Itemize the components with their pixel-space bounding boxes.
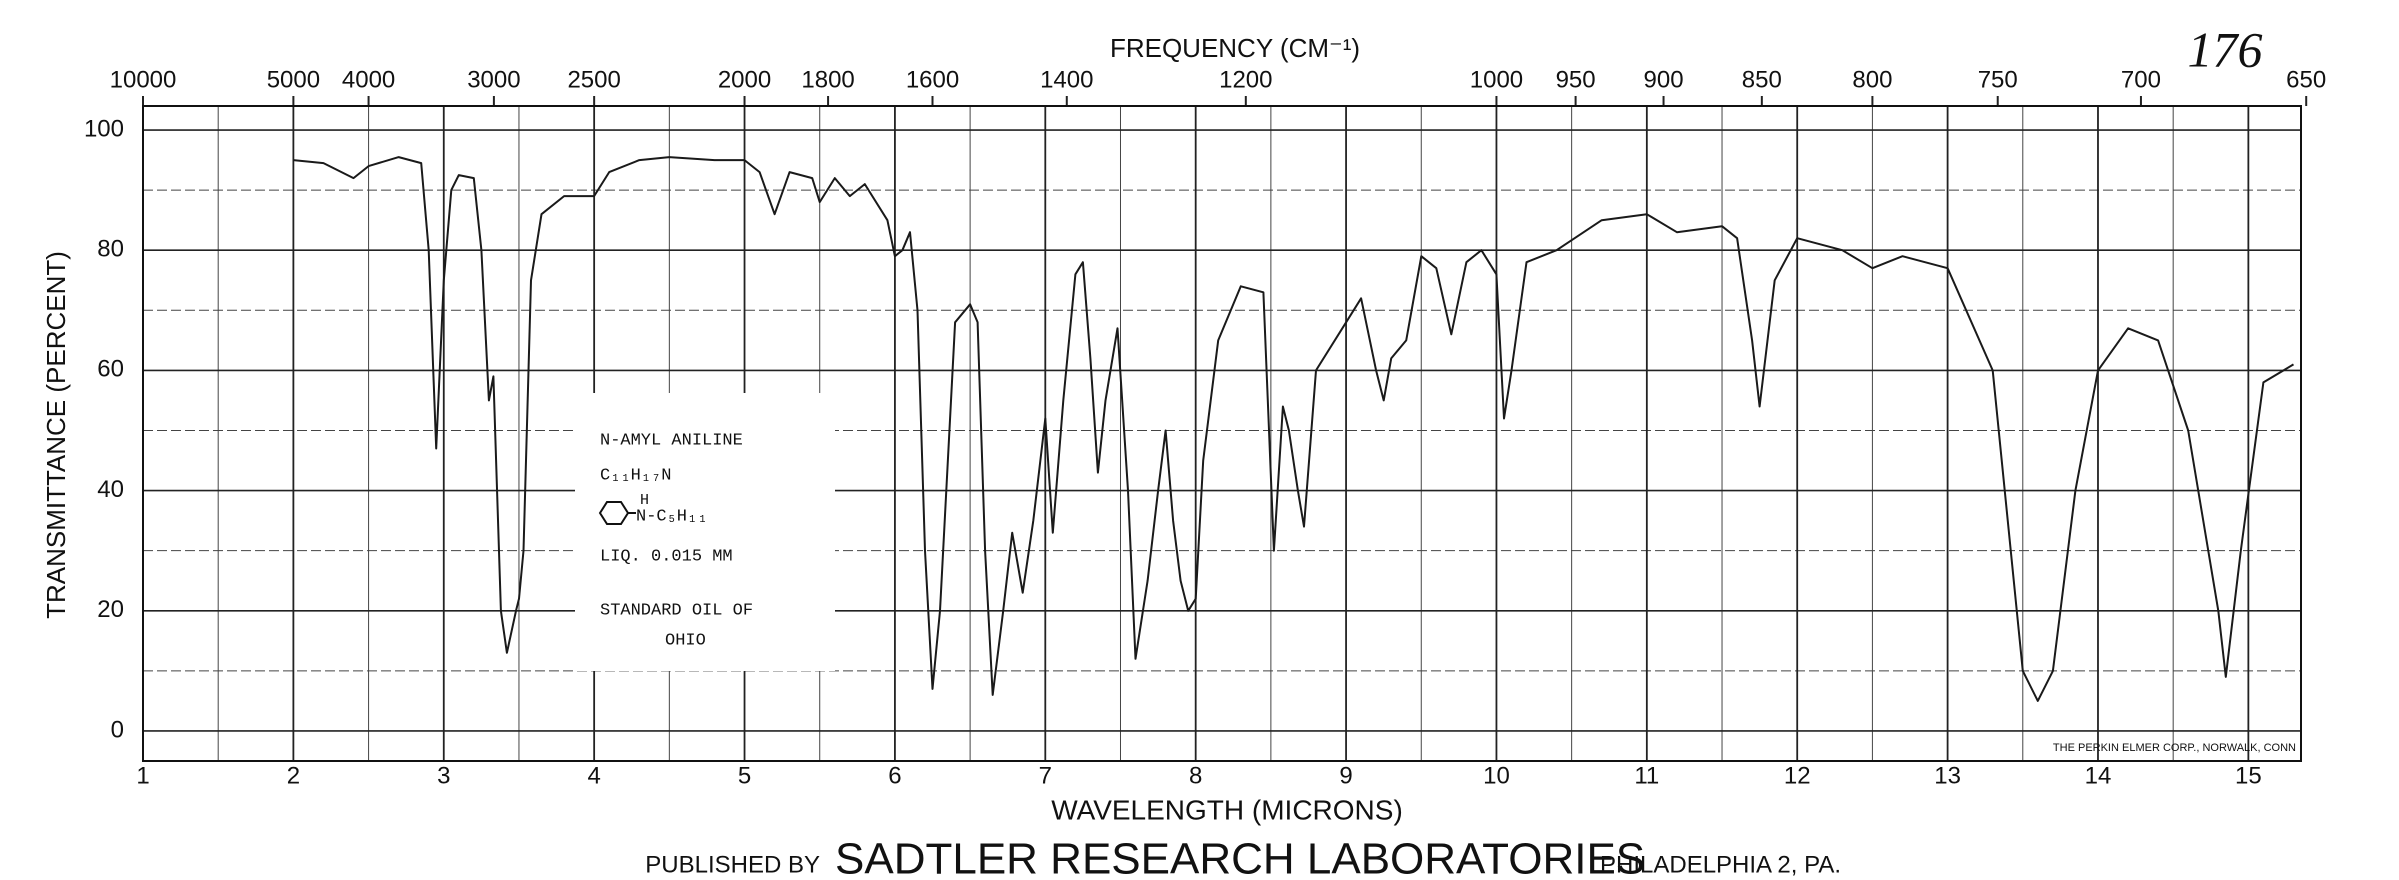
spectrum-line — [293, 156, 2295, 702]
top-tick-label: 1000 — [1470, 66, 1523, 93]
source-2: OHIO — [665, 631, 706, 650]
x-tick-label: 7 — [1039, 762, 1052, 789]
compound-name: N-AMYL ANILINE — [600, 431, 743, 450]
top-tick-label: 3000 — [467, 66, 520, 93]
top-axis-title: FREQUENCY (CM⁻¹) — [1110, 33, 1360, 63]
y-tick-label: 20 — [97, 596, 124, 623]
y-tick-label: 60 — [97, 356, 124, 383]
top-tick-label: 2000 — [718, 66, 771, 93]
top-tick-label: 750 — [1978, 66, 2018, 93]
top-tick-label: 5000 — [267, 66, 320, 93]
x-tick-label: 4 — [587, 762, 600, 789]
inset: N-AMYL ANILINE C₁₁H₁₇N H N-C₅H₁₁ LIQ. 0.… — [575, 393, 835, 671]
y-tick-label: 0 — [111, 716, 124, 743]
x-tick-label: 14 — [2085, 762, 2112, 789]
source: STANDARD OIL OF — [600, 601, 753, 620]
footer-city: PHILADELPHIA 2, PA. — [1600, 851, 1841, 878]
top-tick-label: 800 — [1852, 66, 1892, 93]
top-tick-label: 1200 — [1219, 66, 1272, 93]
hydrogen: H — [640, 492, 649, 509]
x-tick-label: 2 — [287, 762, 300, 789]
sample-info: LIQ. 0.015 MM — [600, 547, 733, 566]
top-tick-label: 1600 — [906, 66, 959, 93]
x-tick-label: 12 — [1784, 762, 1811, 789]
y-tick-label: 100 — [84, 115, 124, 142]
x-tick-label: 3 — [437, 762, 450, 789]
inset-box — [575, 393, 835, 671]
y-axis-title: TRANSMITTANCE (PERCENT) — [41, 251, 71, 619]
plot-frame — [142, 105, 2302, 762]
footer-publisher: PUBLISHED BY — [645, 851, 820, 878]
top-tick-label: 1400 — [1040, 66, 1093, 93]
top-tick-label: 950 — [1556, 66, 1596, 93]
page-number: 176 — [2188, 21, 2263, 77]
top-tick-label: 650 — [2286, 66, 2326, 93]
y-tick-label: 80 — [97, 236, 124, 263]
x-tick-label: 5 — [738, 762, 751, 789]
substituent: N-C₅H₁₁ — [636, 507, 707, 526]
x-tick-label: 9 — [1339, 762, 1352, 789]
top-tick-label: 4000 — [342, 66, 395, 93]
top-tick-label: 1800 — [801, 66, 854, 93]
x-tick-label: 13 — [1934, 762, 1961, 789]
top-tick-label: 10000 — [110, 66, 177, 93]
x-tick-label: 10 — [1483, 762, 1510, 789]
footer-lab: SADTLER RESEARCH LABORATORIES — [835, 835, 1645, 880]
top-tick-label: 700 — [2121, 66, 2161, 93]
formula: C₁₁H₁₇N — [600, 466, 671, 485]
credit: THE PERKIN ELMER CORP., NORWALK, CONN — [2053, 742, 2296, 754]
x-tick-label: 11 — [1634, 762, 1659, 789]
top-tick-label: 2500 — [567, 66, 620, 93]
x-tick-label: 15 — [2235, 762, 2262, 789]
y-tick-label: 40 — [97, 476, 124, 503]
top-tick-label: 850 — [1742, 66, 1782, 93]
x-axis-title: WAVELENGTH (MICRONS) — [1051, 794, 1403, 825]
top-tick-label: 900 — [1644, 66, 1684, 93]
x-tick-label: 8 — [1189, 762, 1202, 789]
x-tick-label: 6 — [888, 762, 901, 789]
x-tick-label: 1 — [136, 762, 149, 789]
